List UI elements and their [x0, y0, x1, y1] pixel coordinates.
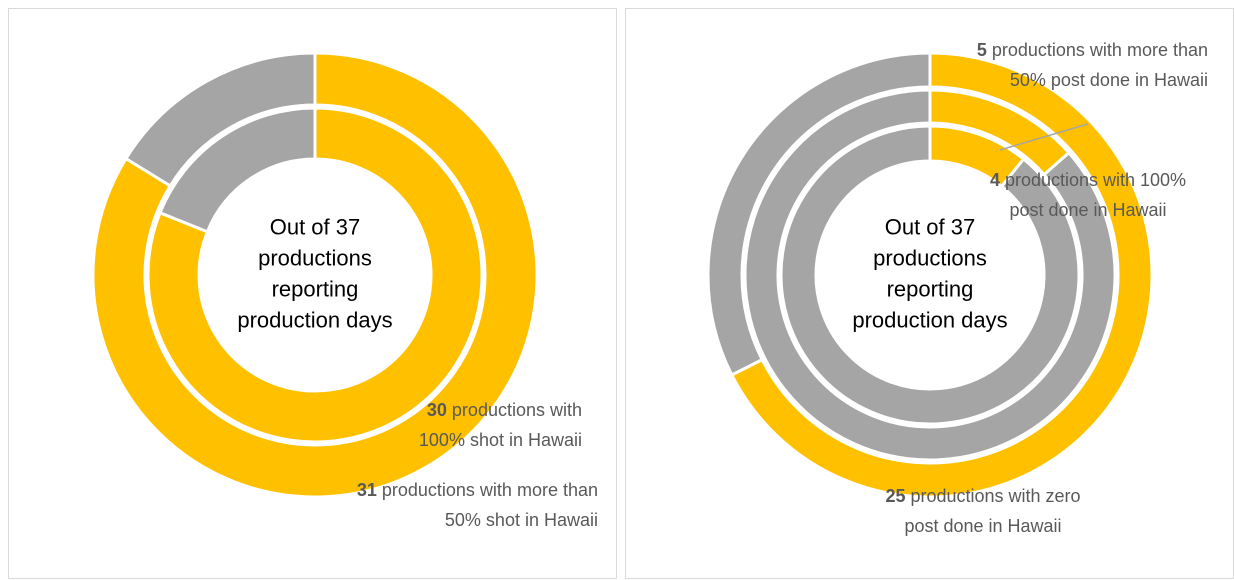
center-text: productions — [258, 245, 372, 270]
donut-segment — [729, 51, 1154, 499]
donut-segment — [123, 51, 317, 188]
label-value: 4 — [990, 170, 1000, 190]
data-label: 50% shot in Hawaii — [445, 510, 598, 530]
center-text: production days — [852, 307, 1007, 332]
center-text: productions — [873, 245, 987, 270]
donut-segment — [158, 106, 317, 234]
donut-segment — [743, 88, 1117, 462]
data-label: 50% post done in Hawaii — [1010, 70, 1208, 90]
data-label: 5 productions with more than — [977, 40, 1208, 60]
data-label: 100% shot in Hawaii — [419, 430, 582, 450]
data-label: 4 productions with 100% — [990, 170, 1186, 190]
donut-segment — [706, 51, 932, 377]
center-text: Out of 37 — [885, 214, 976, 239]
label-value: 25 — [885, 486, 905, 506]
data-label: 30 productions with — [427, 400, 582, 420]
label-value: 5 — [977, 40, 987, 60]
label-text: productions with zero — [910, 486, 1080, 506]
center-text: production days — [237, 307, 392, 332]
donut-segment — [146, 106, 484, 444]
label-text: productions with more than — [992, 40, 1208, 60]
center-text: reporting — [887, 276, 974, 301]
center-text: Out of 37 — [270, 214, 361, 239]
label-value: 30 — [427, 400, 447, 420]
data-label: 31 productions with more than — [357, 480, 598, 500]
data-label: post done in Hawaii — [1009, 200, 1166, 220]
data-label: post done in Hawaii — [904, 516, 1061, 536]
label-text: productions with more than — [382, 480, 598, 500]
data-label: 25 productions with zero — [885, 486, 1080, 506]
label-text: productions with 100% — [1005, 170, 1186, 190]
center-text: reporting — [272, 276, 359, 301]
label-value: 31 — [357, 480, 377, 500]
panel-border — [8, 8, 617, 579]
donut-segment — [91, 51, 539, 499]
label-text: productions with — [452, 400, 582, 420]
leader-line — [999, 123, 1089, 151]
donut-segment — [779, 124, 1081, 426]
